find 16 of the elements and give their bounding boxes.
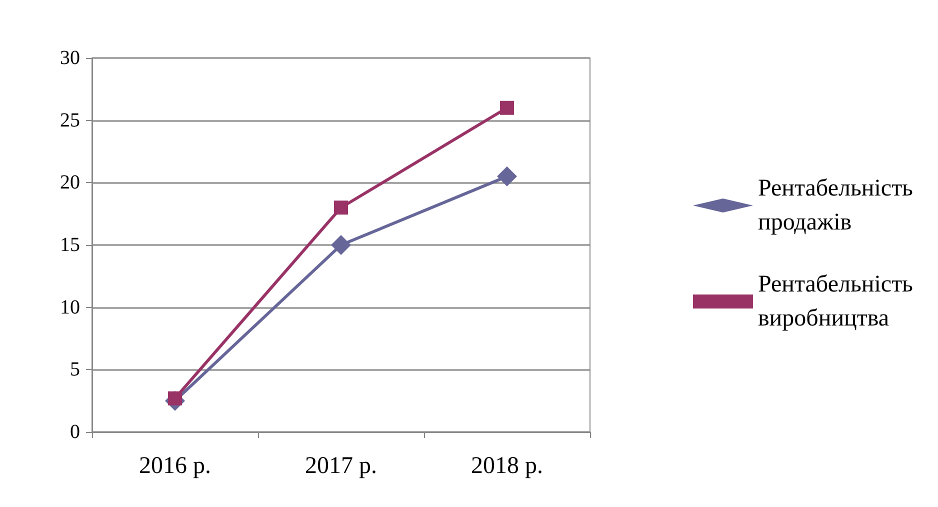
y-tick-label: 15 bbox=[60, 234, 80, 256]
point bbox=[334, 200, 348, 215]
y-tick-label: 10 bbox=[60, 296, 80, 318]
legend-label: Рентабельність продажів bbox=[758, 176, 914, 236]
y-tick-label: 25 bbox=[60, 109, 80, 132]
point bbox=[331, 235, 351, 255]
x-tick-label: 2017 р. bbox=[305, 453, 377, 479]
legend-label: Рентабельність виробництва bbox=[758, 272, 914, 332]
point bbox=[497, 166, 517, 186]
y-tick-label: 5 bbox=[70, 358, 80, 381]
y-tick-label: 20 bbox=[60, 172, 80, 194]
y-tick-label: 0 bbox=[70, 421, 80, 443]
x-tick-label: 2018 р. bbox=[471, 453, 543, 479]
point bbox=[500, 100, 514, 115]
x-tick-label: 2016 р. bbox=[139, 453, 211, 479]
y-tick-label: 30 bbox=[60, 47, 80, 69]
